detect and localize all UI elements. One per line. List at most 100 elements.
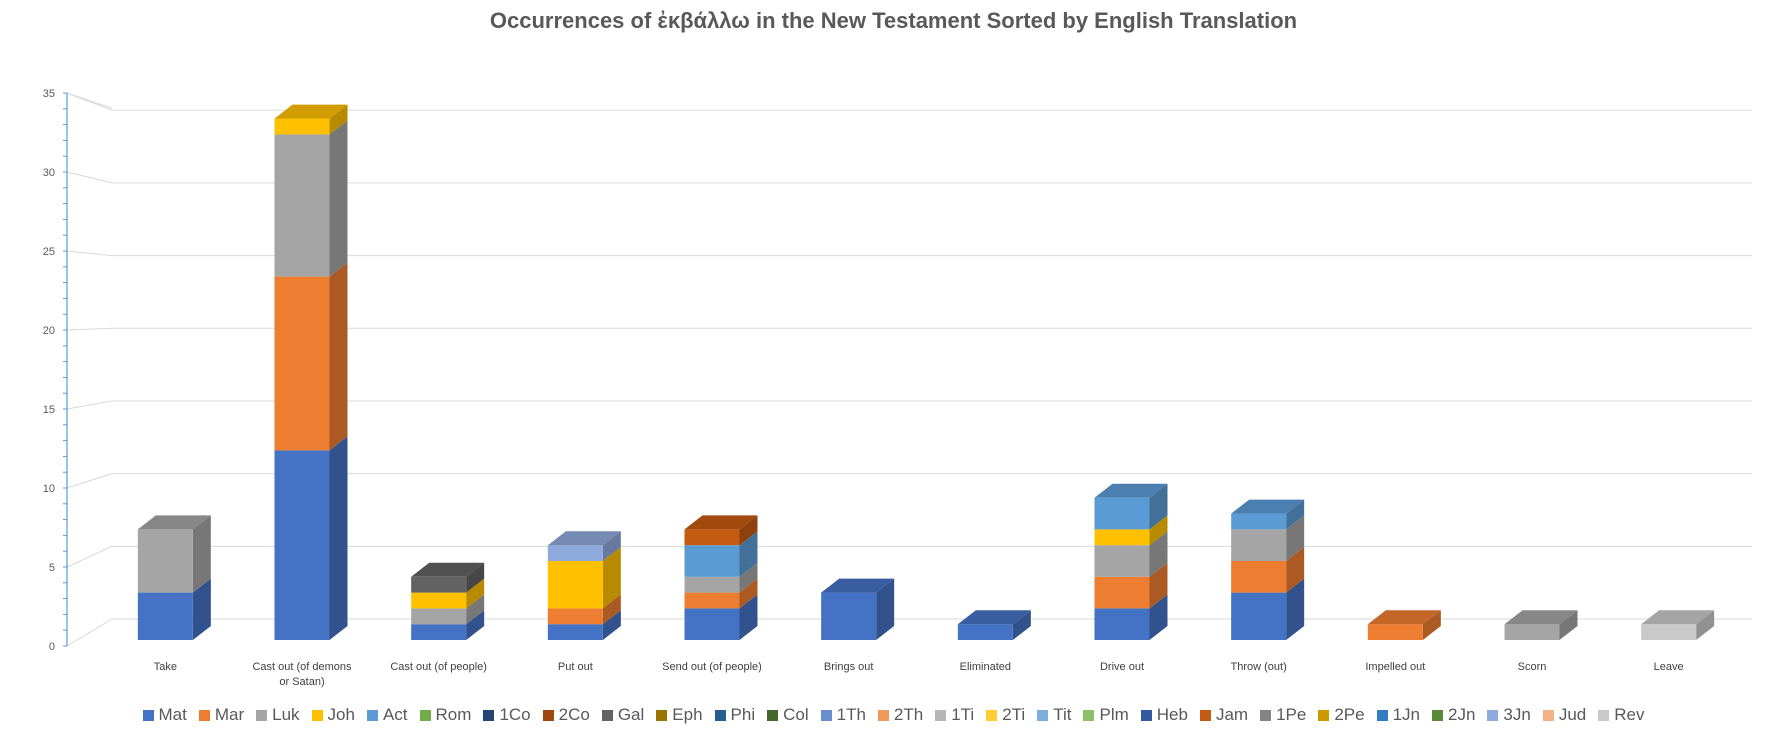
bar-stack (684, 515, 758, 640)
y-tick-label: 25 (43, 246, 55, 258)
legend-label: Joh (327, 705, 355, 724)
legend-label: Tit (1053, 705, 1072, 724)
legend-swatch (1140, 709, 1152, 721)
legend-swatch (1542, 709, 1554, 721)
bar-segment (1094, 562, 1168, 609)
bar-segment (684, 515, 758, 546)
bar-segment (1094, 515, 1168, 546)
legend-label: Rev (1614, 705, 1645, 724)
bar-top-face (1367, 610, 1441, 625)
legend: Mat Mar Luk Joh Act Rom 1Co 2Co Gal Eph Phi Col 1Th 2… (0, 702, 1787, 728)
bar-segment (547, 547, 621, 609)
bar-segment (547, 610, 621, 640)
legend-item-1co: 1Co (483, 705, 531, 725)
y-tick-label: 0 (49, 641, 55, 653)
bar-stack (821, 578, 895, 640)
gridline-25 (66, 250, 1752, 257)
bar-segment (1641, 610, 1715, 640)
legend-label: Gal (617, 705, 645, 724)
y-tick-label: 5 (49, 562, 55, 574)
legend-label: Plm (1099, 705, 1129, 724)
bar-segment (684, 594, 758, 640)
legend-item-2jn: 2Jn (1432, 705, 1475, 725)
x-tick-label: Leave (1654, 661, 1684, 673)
legend-label: 2Co (558, 705, 590, 724)
legend-swatch (142, 709, 154, 721)
legend-item-eph: Eph (656, 705, 703, 725)
legend-swatch (820, 709, 832, 721)
legend-label: Act (382, 705, 408, 724)
bar-segment (684, 562, 758, 593)
legend-label: Eph (672, 705, 703, 724)
legend-item-rev: Rev (1598, 705, 1645, 725)
legend-item-1ti: 1Ti (935, 705, 974, 725)
bar-segment (411, 594, 485, 625)
bar-stack (274, 104, 348, 640)
bar-top-face (821, 578, 895, 593)
x-tick-label: Throw (out) (1231, 661, 1287, 673)
legend-label: Jud (1558, 705, 1587, 724)
bar-segment (1231, 547, 1305, 593)
bar-top-face (1231, 499, 1305, 514)
legend-label: 3Jn (1503, 705, 1531, 724)
legend-swatch (767, 709, 779, 721)
legend-swatch (1037, 709, 1049, 721)
legend-swatch (1432, 709, 1443, 721)
bar-segment (1231, 499, 1305, 530)
bar-segment (137, 578, 211, 640)
bar-segment (274, 436, 348, 640)
legend-swatch (419, 709, 431, 721)
bar-segment (684, 578, 758, 609)
legend-label: 1Co (499, 705, 531, 724)
legend-swatch (656, 709, 668, 721)
bar-top-face (411, 562, 485, 577)
legend-label: 2Pe (1334, 705, 1365, 724)
legend-swatch (542, 709, 554, 721)
x-tick-label: Cast out (of people) (390, 661, 487, 673)
legend-label: 2Jn (1448, 705, 1476, 724)
bar-segment (1094, 483, 1168, 530)
gridline-30 (66, 171, 1752, 184)
legend-label: Jam (1215, 705, 1249, 724)
legend-label: Mat (158, 705, 187, 724)
legend-item-joh: Joh (311, 705, 355, 725)
bar-segment (1367, 610, 1441, 640)
bar-top-face (1094, 483, 1168, 498)
legend-swatch (366, 709, 378, 721)
x-tick-label: Cast out (of demons or Satan) (252, 661, 352, 688)
legend-item-mat: Mat (142, 705, 187, 725)
y-axis: 0 5 10 15 20 25 30 35 (43, 88, 68, 653)
legend-item-2ti: 2Ti (986, 705, 1025, 725)
bar-segment (1231, 515, 1305, 561)
bar-segment (274, 120, 348, 277)
legend-item-gal: Gal (601, 705, 645, 725)
legend-label: 1Ti (951, 705, 975, 724)
bar-segment (1504, 610, 1578, 640)
legend-item-2pe: 2Pe (1318, 705, 1365, 725)
legend-item-jam: Jam (1199, 705, 1249, 725)
bar-stack (1231, 499, 1305, 640)
legend-label: 1Pe (1276, 705, 1307, 724)
gridlines (66, 92, 1752, 647)
legend-label: Mar (214, 705, 245, 724)
legend-item-tit: Tit (1037, 705, 1071, 725)
legend-swatch (1598, 709, 1610, 721)
legend-label: Phi (730, 705, 756, 724)
legend-label: Luk (272, 705, 300, 724)
legend-label: Heb (1156, 705, 1188, 724)
bar-segment (957, 610, 1031, 640)
bar-segment (274, 104, 348, 135)
bar-stack (1094, 483, 1168, 640)
bar-segment (137, 515, 211, 593)
gridline-15 (66, 400, 1752, 410)
y-tick-label: 15 (43, 404, 55, 416)
bar-segment (547, 594, 621, 625)
y-tick-label: 20 (43, 325, 55, 337)
bar-segment (547, 531, 621, 561)
bar-top-face (137, 515, 211, 530)
legend-item-3jn: 3Jn (1487, 705, 1531, 725)
x-tick-label: Drive out (1100, 661, 1144, 673)
bar-top-face (684, 515, 758, 530)
chart-title: Occurrences of ἐκβάλλω in the New Testam… (489, 8, 1298, 33)
